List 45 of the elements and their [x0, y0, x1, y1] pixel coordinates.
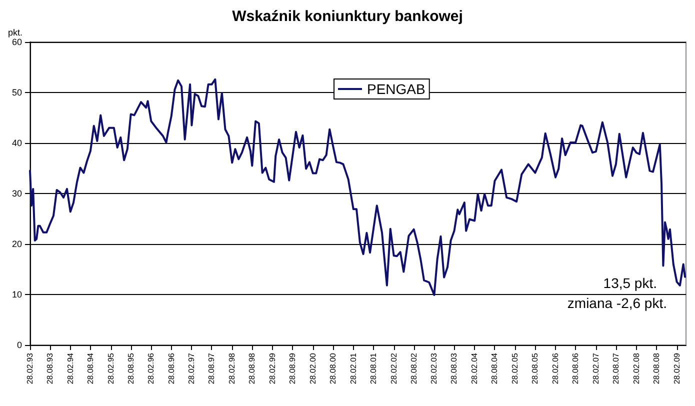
x-tick-label: 28.08.01 [368, 352, 378, 384]
x-tick-label: 28.02.97 [187, 352, 196, 384]
x-tick-label: 28.08.95 [126, 352, 136, 384]
x-tick-label: 28.08.00 [328, 352, 338, 384]
x-tick-label: 28.08.06 [571, 352, 580, 384]
x-tick-label: 28.08.08 [652, 352, 661, 384]
x-tick-label: 28.02.06 [551, 352, 560, 384]
x-tick-label: 28.02.05 [510, 352, 520, 384]
x-tick-label: 28.02.98 [228, 352, 237, 384]
y-tick-label: 30 [12, 188, 22, 198]
y-tick-label: 0 [16, 340, 22, 350]
y-tick-label: 50 [12, 88, 22, 98]
x-tick-label: 28.02.93 [26, 352, 34, 384]
x-tick-label: 28.02.02 [389, 352, 398, 384]
chart-title: Wskaźnik koniunktury bankowej [232, 8, 463, 25]
x-tick-label: 28.02.08 [632, 352, 641, 384]
y-tick-label: 60 [12, 37, 22, 47]
y-tick-label: 40 [12, 138, 22, 148]
annotation: zmiana -2,6 pkt. [567, 295, 668, 311]
x-tick-label: 28.02.03 [430, 352, 439, 384]
x-tick-label: 28.02.00 [308, 352, 318, 384]
x-tick-label: 28.08.07 [611, 352, 620, 384]
x-tick-label: 28.08.98 [248, 352, 257, 384]
x-tick-label: 28.02.96 [146, 352, 156, 384]
y-tick-label: 20 [12, 239, 22, 249]
x-tick-label: 28.02.07 [591, 352, 600, 384]
x-tick-label: 28.02.95 [106, 352, 116, 384]
x-tick-label: 28.08.02 [409, 352, 418, 384]
x-tick-label: 28.08.04 [490, 352, 500, 384]
x-tick-label: 28.08.99 [288, 352, 298, 384]
x-tick-label: 28.08.96 [166, 352, 176, 384]
x-tick-label: 28.02.04 [470, 352, 480, 384]
legend-label: PENGAB [367, 81, 426, 97]
x-tick-label: 28.02.99 [268, 352, 277, 384]
x-tick-label: 28.08.97 [207, 352, 216, 384]
x-tick-label: 28.08.05 [530, 352, 540, 384]
x-tick-label: 28.08.94 [86, 352, 95, 384]
y-tick-label: 10 [12, 290, 22, 300]
x-tick-label: 28.08.03 [450, 352, 459, 384]
x-tick-label: 28.02.01 [348, 352, 358, 384]
x-tick-label: 28.08.93 [46, 352, 55, 384]
annotation: 13,5 pkt. [603, 275, 657, 291]
x-tick-label: 28.02.09 [672, 352, 682, 384]
y-axis-title: pkt. [8, 28, 23, 38]
x-tick-label: 28.02.94 [66, 352, 75, 384]
